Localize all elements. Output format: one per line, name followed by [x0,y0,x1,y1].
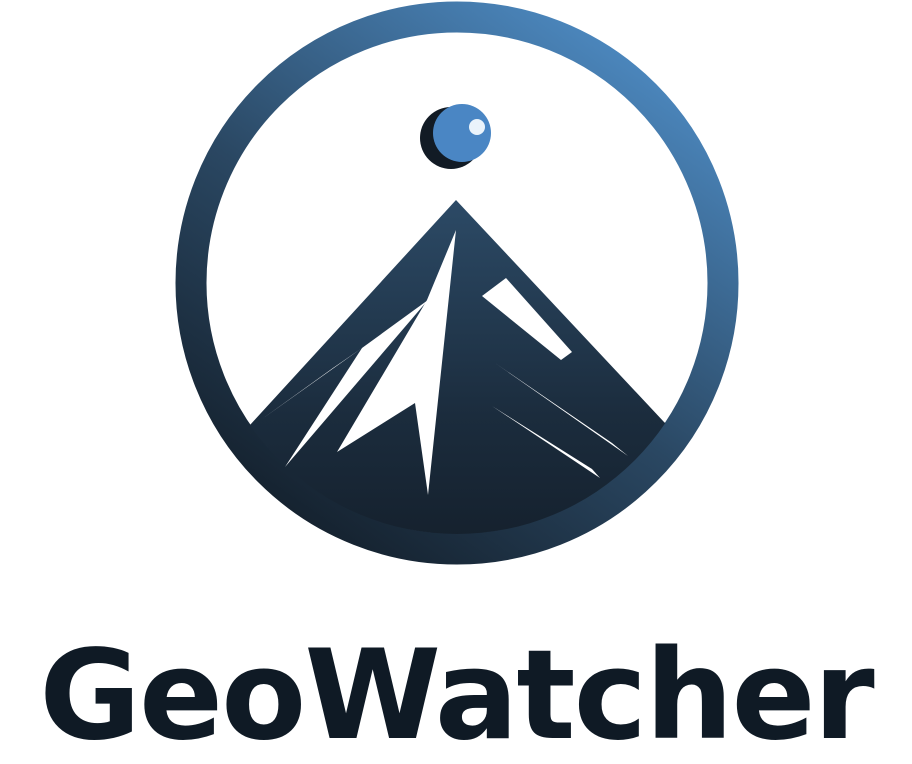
watching-eye-orb-icon [420,104,491,169]
circle-ring [175,1,739,565]
mountain-peak-logo-icon [175,1,739,565]
brand-name: GeoWatcher [39,624,874,764]
snow-highlights [262,230,628,495]
